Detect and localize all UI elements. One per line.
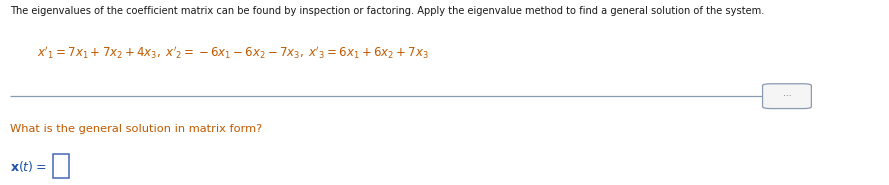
Text: $x'_1 = 7x_1 + 7x_2 + 4x_3,\;x'_2 = -6x_1 - 6x_2 - 7x_3,\;x'_3 = 6x_1 + 6x_2 + 7: $x'_1 = 7x_1 + 7x_2 + 4x_3,\;x'_2 = -6x_… <box>37 45 428 61</box>
Text: What is the general solution in matrix form?: What is the general solution in matrix f… <box>11 124 262 134</box>
Bar <box>52 154 69 178</box>
Text: ···: ··· <box>782 92 791 101</box>
FancyBboxPatch shape <box>763 84 812 109</box>
Text: $\mathbf{x}(t) =$: $\mathbf{x}(t) =$ <box>11 159 47 174</box>
Text: The eigenvalues of the coefficient matrix can be found by inspection or factorin: The eigenvalues of the coefficient matri… <box>11 6 765 16</box>
